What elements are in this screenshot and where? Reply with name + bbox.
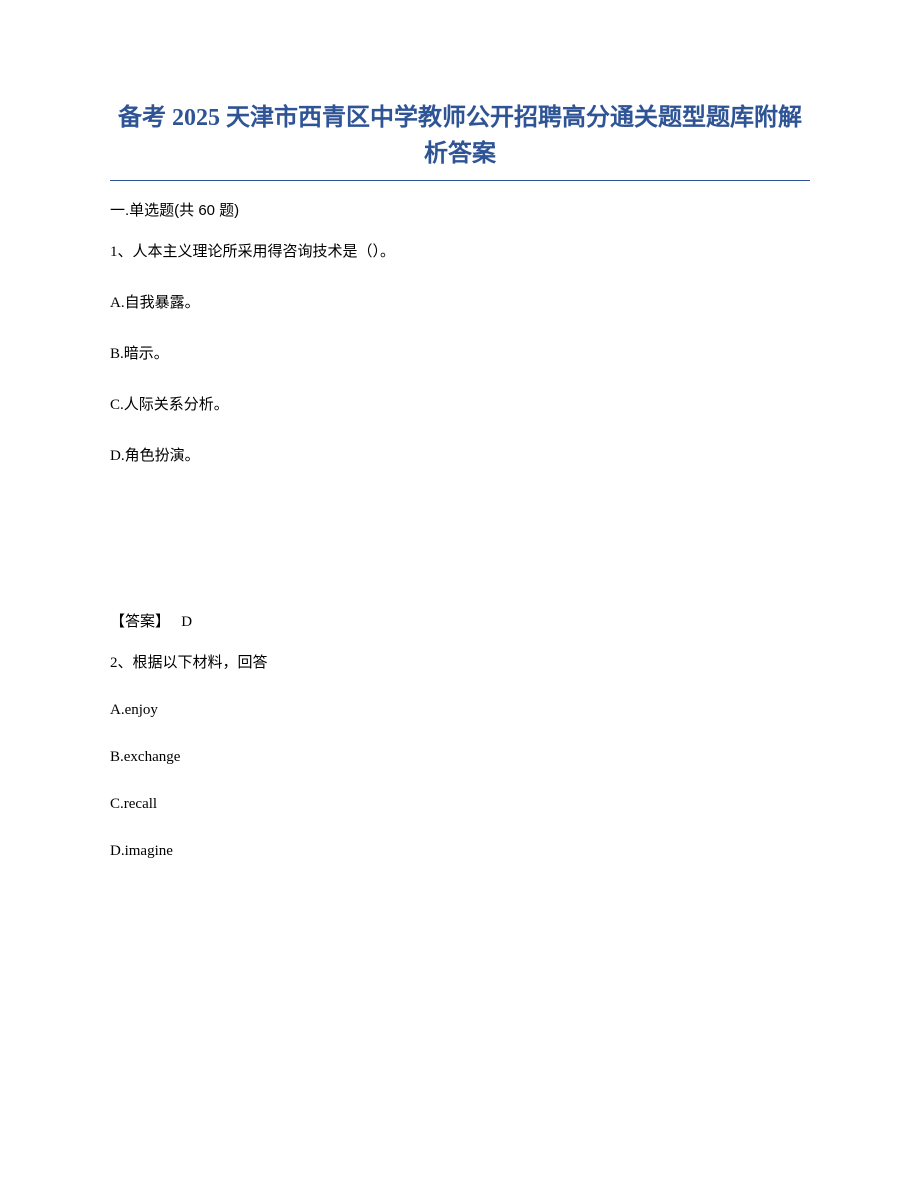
section-header: 一.单选题(共 60 题): [110, 199, 810, 220]
answer-label: 【答案】: [110, 613, 170, 630]
question-2-option-b: B.exchange: [110, 749, 810, 766]
question-2-option-d: D.imagine: [110, 843, 810, 860]
question-1-answer: 【答案】 D: [110, 610, 810, 631]
answer-value: D: [181, 614, 192, 630]
question-2-option-a: A.enjoy: [110, 702, 810, 719]
question-1-option-b: B.暗示。: [110, 342, 810, 363]
document-title: 备考 2025 天津市西青区中学教师公开招聘高分通关题型题库附解析答案: [110, 100, 810, 181]
question-1-option-a: A.自我暴露。: [110, 291, 810, 312]
question-1-stem: 1、人本主义理论所采用得咨询技术是（）。: [110, 240, 810, 261]
question-1-option-d: D.角色扮演。: [110, 444, 810, 465]
question-1-option-c: C.人际关系分析。: [110, 393, 810, 414]
question-2-option-c: C.recall: [110, 796, 810, 813]
question-2-stem: 2、根据以下材料，回答: [110, 651, 810, 672]
